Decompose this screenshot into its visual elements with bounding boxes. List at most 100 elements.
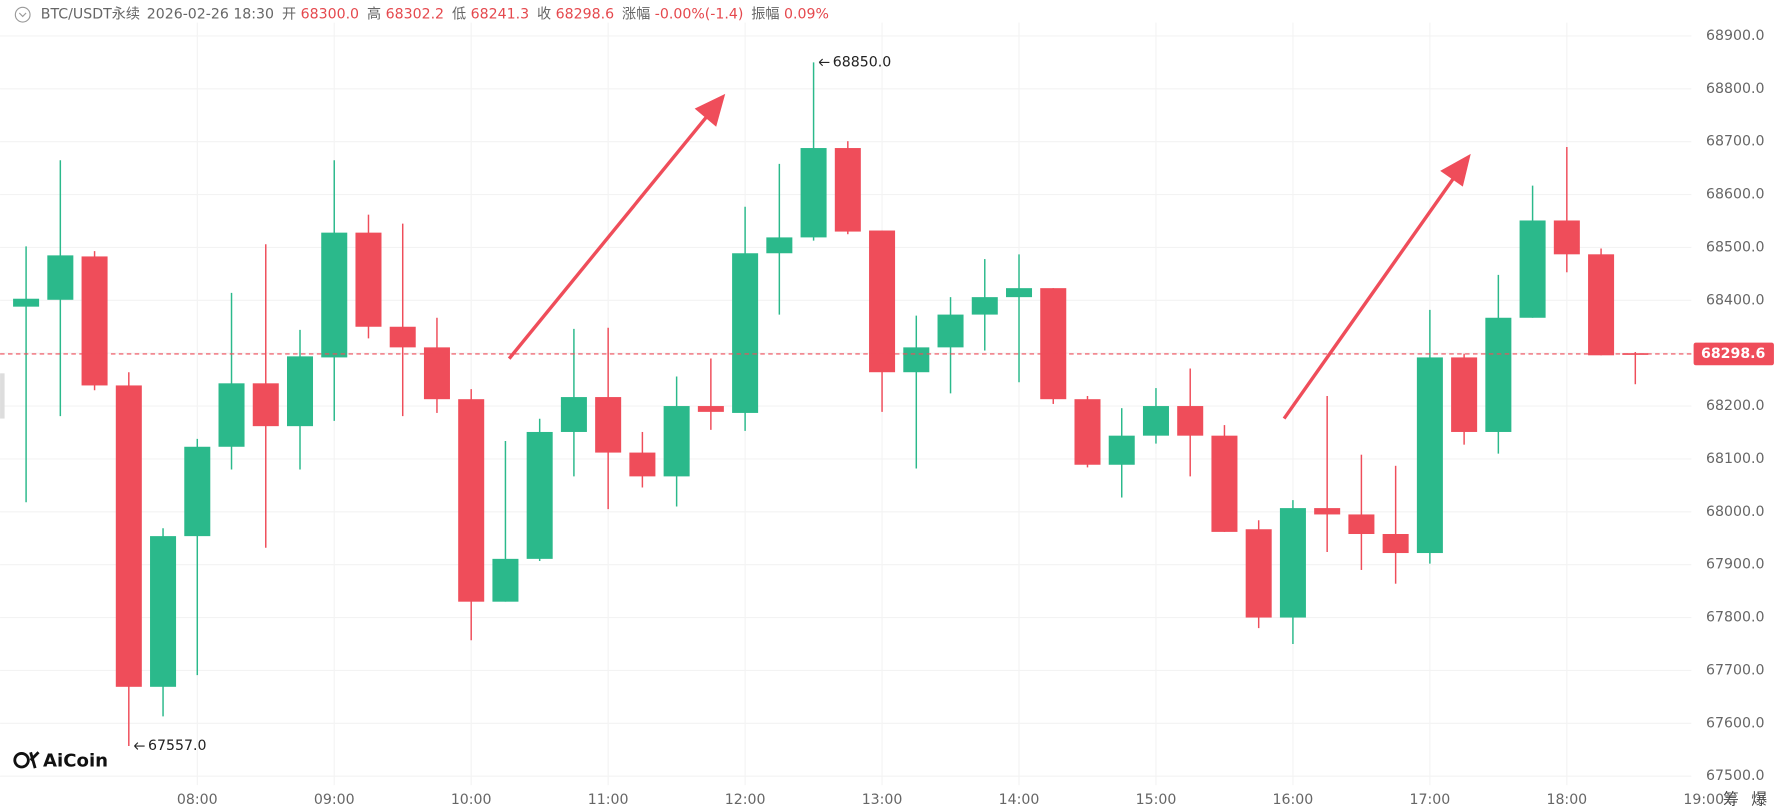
candle-body: [1348, 514, 1375, 535]
candle-body: [286, 356, 314, 427]
candle-body: [1416, 357, 1443, 554]
candle-body: [1588, 254, 1615, 356]
y-tick-label: 68000.0: [1706, 504, 1764, 520]
annotation-label: 67557.0: [148, 738, 206, 754]
datetime: 2026-02-26 18:30: [147, 7, 274, 23]
candle-body: [732, 253, 759, 413]
last-price-box: [1693, 342, 1774, 366]
candle-body: [1040, 288, 1067, 400]
side-button[interactable]: 筹: [1723, 789, 1739, 808]
candle-body: [81, 256, 108, 386]
candle-body: [1553, 220, 1580, 255]
trend-arrow: [1282, 153, 1471, 420]
side-button[interactable]: 爆: [1751, 789, 1767, 808]
field-label: 高: [367, 6, 381, 23]
arrow-head: [1440, 153, 1471, 187]
candle-body: [1211, 435, 1238, 532]
candle-body: [252, 383, 279, 427]
x-tick-label: 09:00: [314, 792, 355, 808]
candle-body: [800, 148, 827, 238]
y-tick-label: 68100.0: [1706, 451, 1764, 467]
candle-body: [526, 431, 553, 559]
candle-body: [1142, 406, 1169, 436]
field-label: 涨幅: [622, 7, 650, 23]
logo: AiCoin: [13, 750, 108, 771]
candle-body: [903, 347, 930, 373]
candle-body: [1279, 508, 1306, 618]
candle-body: [1245, 529, 1272, 618]
x-tick-label: 15:00: [1136, 792, 1177, 808]
x-tick-label: 17:00: [1410, 792, 1451, 808]
symbol: BTC/USDT永续: [41, 6, 140, 23]
candle-body: [663, 406, 690, 477]
y-tick-label: 67900.0: [1706, 557, 1764, 573]
y-tick-label: 67800.0: [1706, 610, 1764, 626]
candle-body: [47, 255, 74, 300]
candle-body: [389, 326, 416, 348]
last-price-label: 68298.6: [1701, 346, 1766, 362]
logo-mark: [29, 751, 40, 769]
candle-body: [834, 148, 861, 232]
candle-body: [492, 558, 519, 602]
candle-body: [458, 399, 485, 602]
field-value: 68300.0: [301, 7, 359, 23]
annotation-arrow: [134, 742, 145, 750]
x-tick-label: 14:00: [999, 792, 1040, 808]
grid: [0, 22, 1692, 786]
candle-body: [1382, 534, 1409, 554]
collapse-icon[interactable]: [14, 6, 31, 23]
candle-body: [869, 230, 896, 373]
x-tick-label: 10:00: [451, 792, 492, 808]
trend-arrow: [507, 93, 726, 360]
field-label: 低: [452, 7, 466, 23]
y-tick-label: 67700.0: [1706, 662, 1764, 678]
field-value: 68241.3: [471, 7, 529, 23]
candle-body: [1074, 399, 1101, 465]
candle-body: [697, 406, 724, 412]
field-value: 0.09%: [784, 7, 829, 23]
arrow-head: [694, 93, 726, 127]
scroll-handle[interactable]: [0, 373, 5, 419]
candle-body: [766, 237, 793, 254]
field-value: 68298.6: [556, 7, 614, 23]
candle-body: [560, 397, 587, 432]
field-label: 开: [282, 7, 296, 23]
candle-body: [150, 536, 177, 687]
candle-body: [629, 452, 656, 477]
field-label: 振幅: [751, 7, 779, 23]
y-tick-label: 68600.0: [1706, 187, 1764, 203]
x-tick-label: 18:00: [1546, 792, 1587, 808]
candle-body: [218, 383, 245, 447]
candle-body: [1485, 317, 1512, 432]
arrow-shaft: [1282, 172, 1459, 420]
candle-body: [595, 397, 622, 453]
x-tick-label: 16:00: [1273, 792, 1314, 808]
y-tick-label: 67500.0: [1706, 768, 1764, 784]
brand: AiCoin: [43, 750, 108, 771]
field-value: 68302.2: [386, 7, 444, 23]
x-tick-label: 08:00: [177, 792, 218, 808]
candle-body: [423, 347, 450, 400]
candle-body: [1006, 288, 1033, 298]
candle-body: [1314, 508, 1341, 515]
y-tick-label: 68800.0: [1706, 81, 1764, 97]
arrow-shaft: [507, 110, 712, 360]
y-tick-label: 68200.0: [1706, 398, 1764, 414]
candle-body: [971, 297, 998, 315]
field-label: 收: [537, 7, 551, 23]
logo-mark: [13, 752, 30, 769]
candle-body: [321, 232, 348, 358]
candle-body: [1519, 220, 1546, 318]
y-tick-label: 68700.0: [1706, 134, 1764, 150]
annotation-label: 68850.0: [833, 54, 891, 70]
candle-body: [1108, 435, 1135, 465]
candle-body: [355, 232, 382, 327]
x-tick-label: 13:00: [862, 792, 903, 808]
y-tick-label: 68400.0: [1706, 292, 1764, 308]
header: BTC/USDT永续 2026-02-26 18:30 开 68300.0 高 68302…: [41, 6, 829, 23]
candle-body: [937, 314, 964, 348]
candle-body: [184, 446, 211, 537]
y-tick-label: 68900.0: [1706, 28, 1764, 44]
candle-body: [1451, 357, 1478, 432]
